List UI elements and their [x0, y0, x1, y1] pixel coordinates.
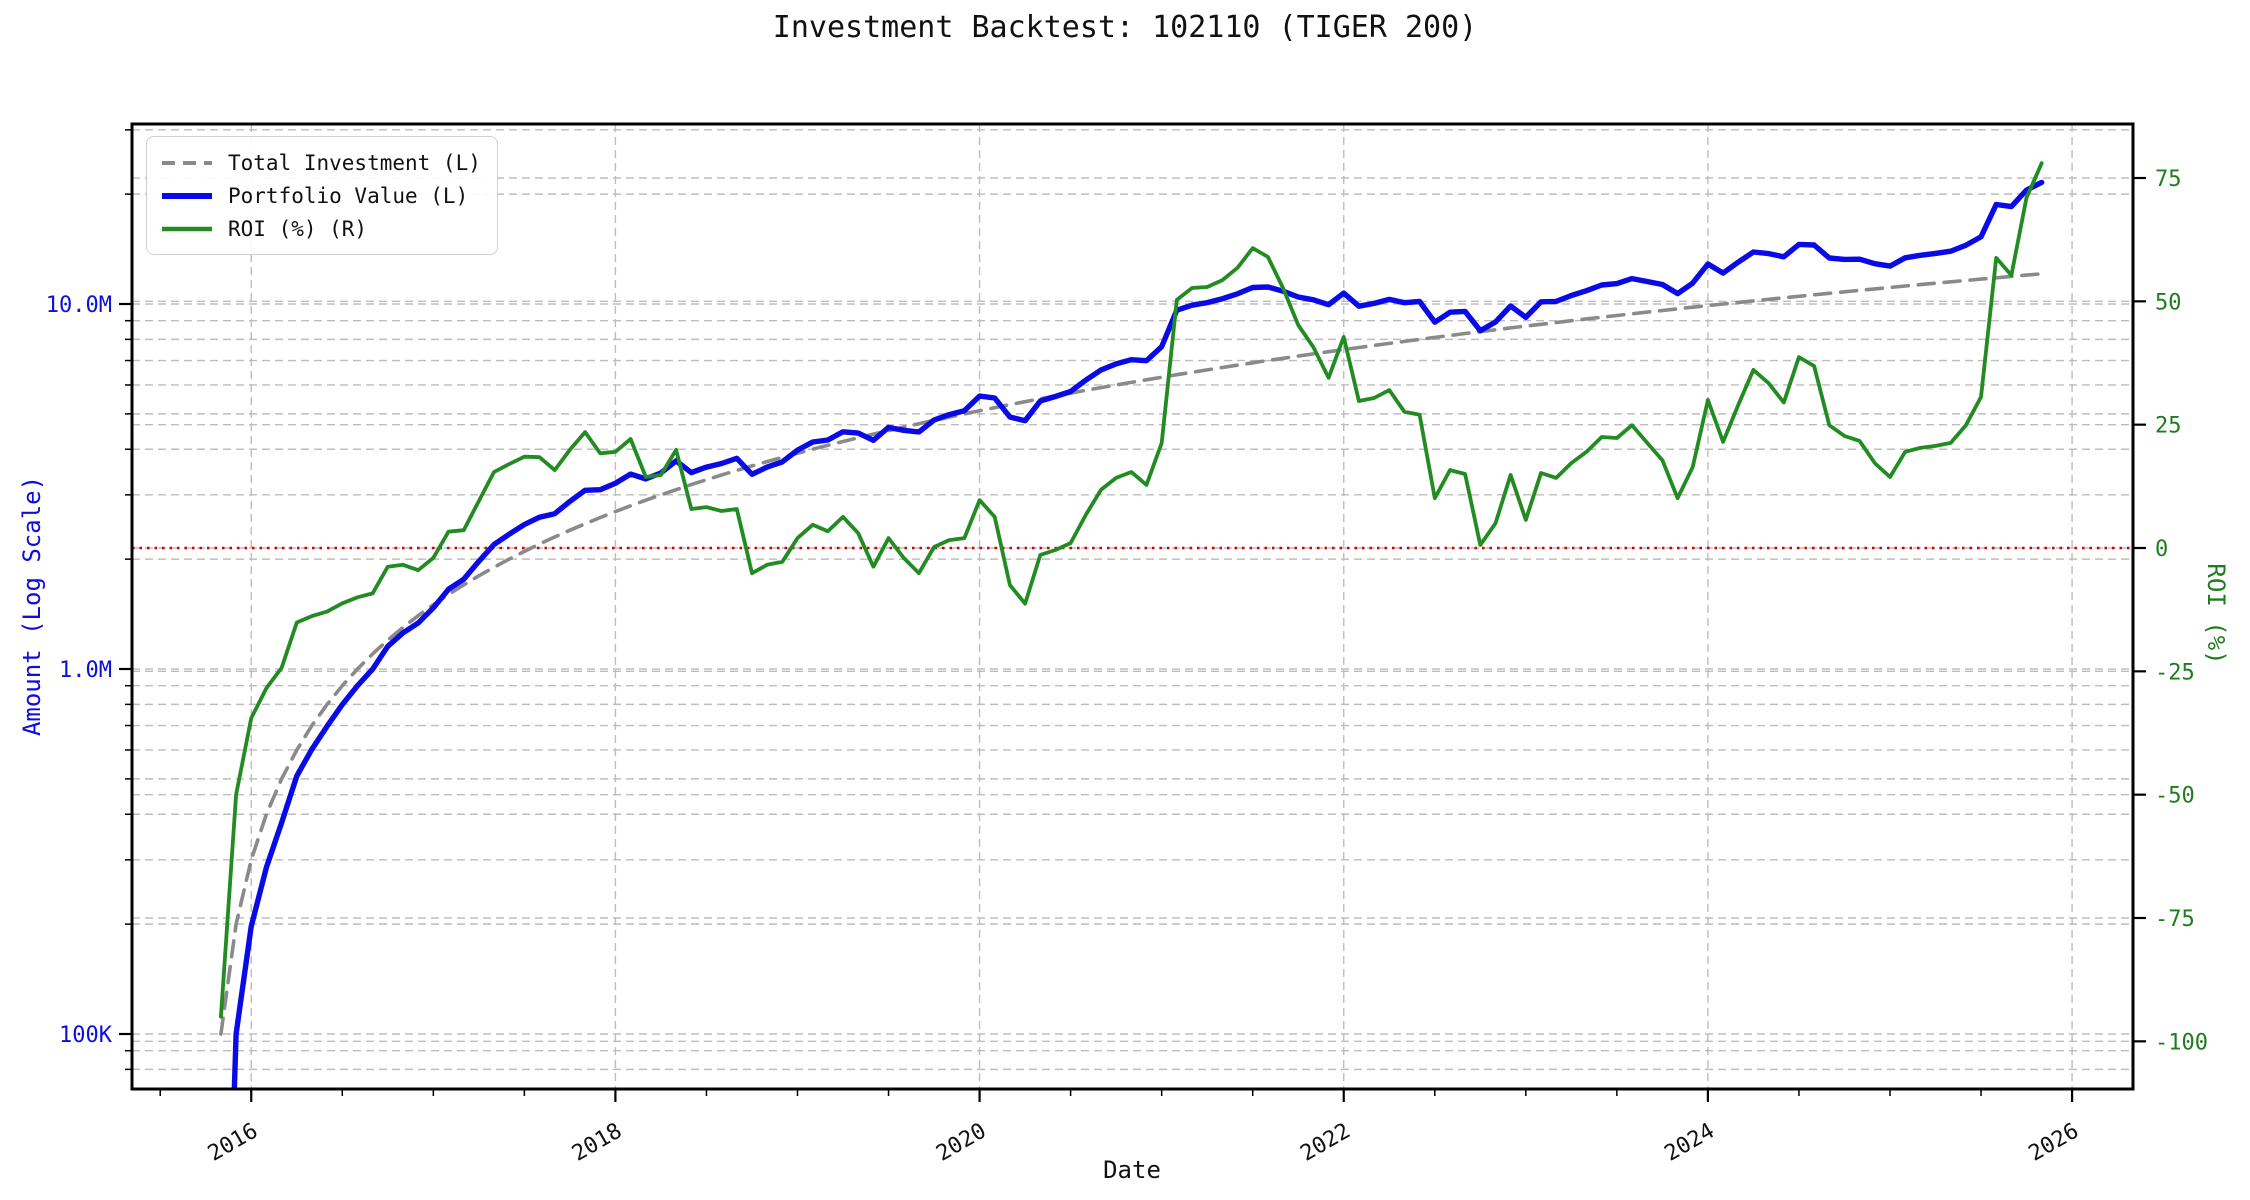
- svg-text:0: 0: [2155, 537, 2168, 562]
- portfolio-value-line: [231, 179, 2045, 1089]
- legend-item-portfolio-value: Portfolio Value (L): [160, 179, 481, 212]
- plot-border: [130, 122, 2135, 1091]
- legend-item-total-investment: Total Investment (L): [160, 146, 481, 179]
- svg-text:25: 25: [2155, 414, 2182, 439]
- svg-text:50: 50: [2155, 290, 2182, 315]
- y-axis-right-title: ROI (%): [2202, 563, 2230, 665]
- left-tick-labels: 100K 1.0M 10.0M: [46, 293, 113, 1048]
- svg-text:2024: 2024: [1661, 1119, 1719, 1167]
- legend: Total Investment (L) Portfolio Value (L)…: [146, 136, 498, 255]
- legend-item-roi: ROI (%) (R): [160, 212, 481, 245]
- svg-text:75: 75: [2155, 167, 2182, 192]
- y-axis-left-title: Amount (Log Scale): [18, 475, 46, 737]
- svg-text:-25: -25: [2155, 660, 2195, 685]
- svg-text:10.0M: 10.0M: [46, 293, 112, 318]
- legend-label: Portfolio Value (L): [228, 183, 469, 208]
- dashed-line-swatch-icon: [162, 160, 212, 165]
- total-investment-line: [219, 271, 2044, 1036]
- svg-text:-50: -50: [2155, 784, 2195, 809]
- svg-text:-75: -75: [2155, 907, 2195, 932]
- chart-title: Investment Backtest: 102110 (TIGER 200): [772, 10, 1478, 45]
- gridlines: [132, 124, 2133, 1089]
- legend-label: ROI (%) (R): [228, 216, 368, 241]
- right-tick-labels: 75 50 25 0 -25 -50 -75 -100: [2155, 167, 2208, 1055]
- solid-blue-line-swatch-icon: [162, 192, 212, 199]
- svg-text:100K: 100K: [59, 1023, 113, 1048]
- axis-ticks: [119, 129, 2146, 1102]
- svg-text:2018: 2018: [568, 1119, 626, 1167]
- svg-text:-100: -100: [2155, 1030, 2208, 1055]
- svg-text:2022: 2022: [1296, 1119, 1354, 1167]
- roi-line: [218, 161, 2044, 1019]
- svg-text:1.0M: 1.0M: [59, 658, 112, 683]
- svg-text:2026: 2026: [2025, 1119, 2083, 1167]
- x-axis-title: Date: [1103, 1156, 1161, 1184]
- legend-label: Total Investment (L): [228, 150, 481, 175]
- svg-text:2016: 2016: [204, 1119, 262, 1167]
- svg-text:2020: 2020: [932, 1119, 990, 1167]
- solid-green-line-swatch-icon: [162, 226, 212, 231]
